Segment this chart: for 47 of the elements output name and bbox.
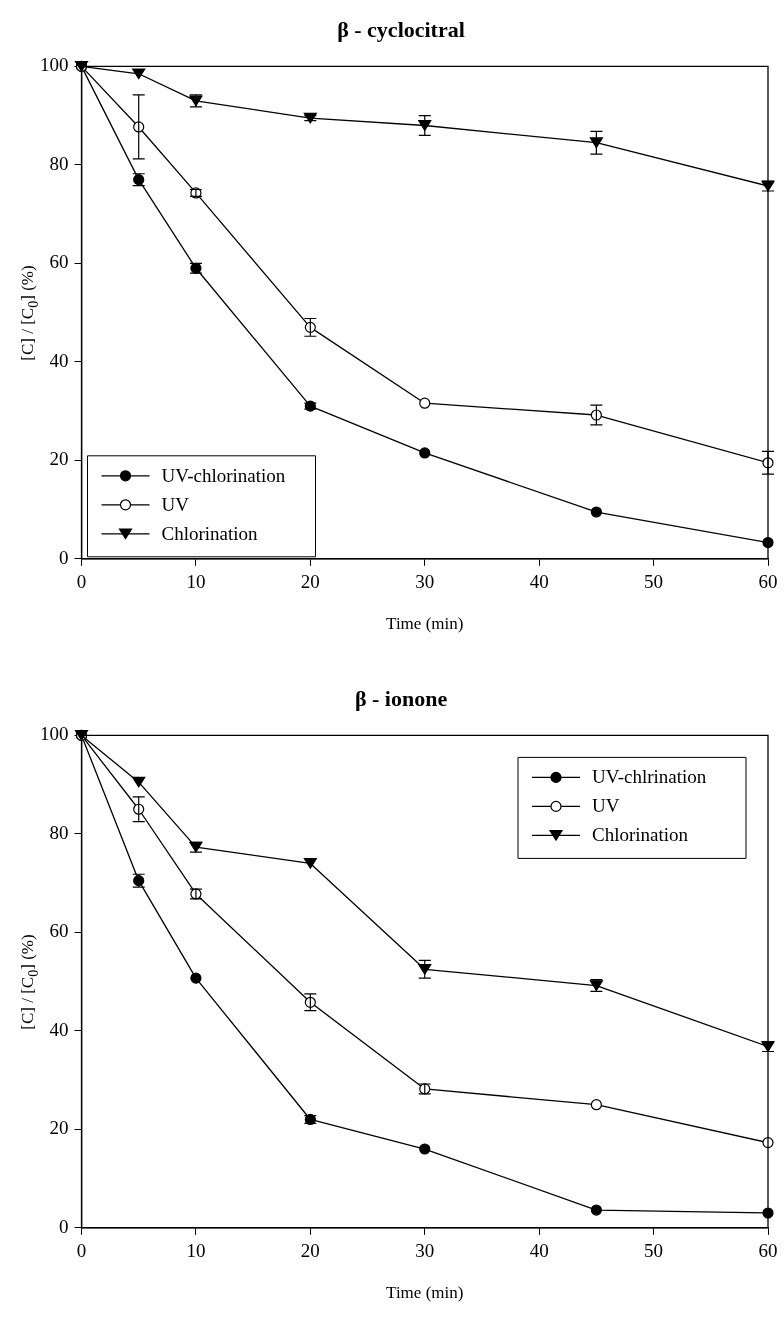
y-tick-label: 100 <box>40 723 69 745</box>
legend-label: UV <box>592 795 620 817</box>
legend-label: Chlorination <box>161 522 259 544</box>
x-tick-label: 40 <box>529 571 549 593</box>
y-tick-label: 20 <box>49 1117 69 1139</box>
legend-label: UV-chlrination <box>592 766 707 788</box>
x-tick-label: 0 <box>76 571 87 593</box>
x-tick-label: 30 <box>415 1240 435 1262</box>
point <box>419 397 431 409</box>
point <box>590 506 602 518</box>
point <box>419 1143 431 1155</box>
point <box>590 1099 602 1111</box>
y-tick-label: 80 <box>49 152 69 174</box>
x-tick-label: 10 <box>186 571 206 593</box>
y-tick-label: 40 <box>49 1018 69 1040</box>
x-tick-label: 20 <box>300 1240 320 1262</box>
legend-label: UV-chlorination <box>161 464 286 486</box>
y-tick-label: 60 <box>49 920 69 942</box>
point <box>589 137 603 149</box>
x-tick-label: 40 <box>529 1240 549 1262</box>
point <box>590 1204 602 1216</box>
chart-title: β - ionone <box>354 685 448 711</box>
point <box>303 858 317 869</box>
x-axis-title: Time (min) <box>386 1283 464 1303</box>
x-tick-label: 60 <box>758 1240 778 1262</box>
chart-title: β - cyclocitral <box>337 16 465 42</box>
x-tick-label: 60 <box>758 571 778 593</box>
legend-label: UV <box>161 493 190 515</box>
x-tick-label: 0 <box>76 1240 87 1262</box>
x-axis-title: Time (min) <box>386 614 464 634</box>
point <box>419 447 431 459</box>
x-tick-label: 30 <box>415 571 435 593</box>
y-tick-label: 80 <box>49 821 69 843</box>
y-tick-label: 40 <box>49 349 69 371</box>
x-tick-label: 20 <box>300 571 320 593</box>
x-tick-label: 50 <box>644 1240 664 1262</box>
point <box>132 68 146 80</box>
y-tick-label: 100 <box>40 54 69 76</box>
y-tick-label: 0 <box>59 546 69 568</box>
legend-label: Chlorination <box>592 824 689 846</box>
y-tick-label: 20 <box>49 448 69 470</box>
x-tick-label: 10 <box>186 1240 206 1262</box>
y-tick-label: 0 <box>59 1215 69 1237</box>
x-tick-label: 50 <box>644 571 664 593</box>
point <box>190 972 202 984</box>
y-tick-label: 60 <box>49 251 69 273</box>
point <box>132 776 146 788</box>
